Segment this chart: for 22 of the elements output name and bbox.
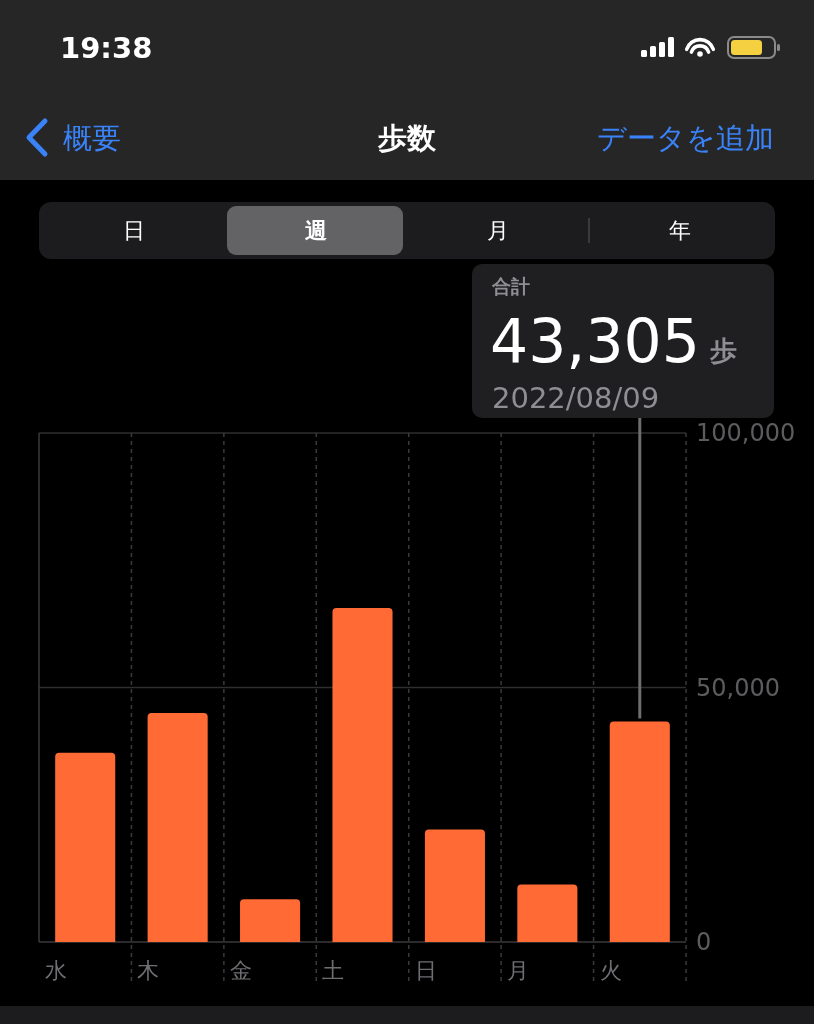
text: 2022/08/09 bbox=[492, 381, 660, 415]
y-tick-label: 50,000 bbox=[696, 673, 780, 702]
x-tick-label: 水 bbox=[45, 958, 67, 983]
text: 日 bbox=[123, 217, 145, 243]
x-tick-label: 日 bbox=[414, 958, 437, 983]
x-tick-label: 木 bbox=[137, 958, 160, 983]
text: 月 bbox=[487, 217, 509, 243]
text: 概要 bbox=[63, 121, 121, 155]
y-tick-label: 0 bbox=[696, 928, 712, 956]
x-tick-label: 火 bbox=[599, 958, 622, 983]
text: 年 bbox=[669, 217, 691, 243]
text: 歩 bbox=[708, 335, 737, 366]
chart-title: 歩数 bbox=[377, 121, 437, 155]
y-tick-label: 100,000 bbox=[696, 419, 796, 447]
text: 43,305 bbox=[490, 306, 700, 376]
x-tick-label: 土 bbox=[322, 958, 345, 983]
x-tick-label: 月 bbox=[507, 958, 530, 983]
x-tick-label: 金 bbox=[229, 958, 252, 983]
text: 19:38 bbox=[60, 31, 153, 65]
text: 合計 bbox=[491, 275, 530, 297]
text: データを追加 bbox=[597, 121, 774, 155]
text: 週 bbox=[305, 217, 327, 243]
